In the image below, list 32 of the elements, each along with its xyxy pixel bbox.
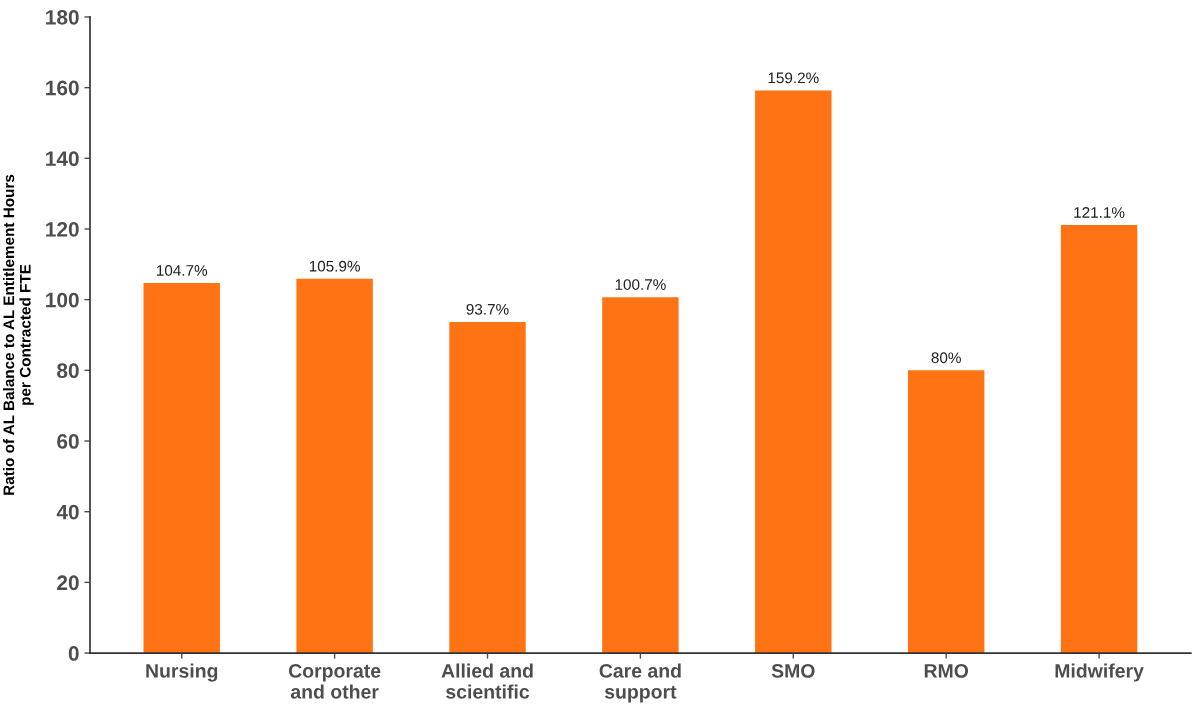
bar	[602, 297, 679, 654]
data-label: 80%	[931, 352, 961, 364]
data-label: 105.9%	[309, 260, 360, 272]
y-tick-label: 160	[46, 80, 79, 96]
data-label: 104.7%	[156, 265, 208, 276]
x-tick-label: Allied and scientific	[441, 663, 533, 699]
y-tick-label: 20	[57, 575, 79, 591]
y-tick-label: 0	[68, 646, 79, 661]
y-tick-label: 80	[57, 363, 79, 379]
data-label: 93.7%	[466, 303, 509, 315]
x-tick-label: Midwifery	[1055, 663, 1144, 682]
y-tick-label: 180	[46, 9, 79, 25]
y-tick-label: 60	[57, 434, 79, 449]
x-tick-label: Nursing	[146, 663, 218, 682]
x-tick-label: Corporate and other	[288, 663, 381, 699]
data-label: 100.7%	[615, 279, 666, 290]
bar	[449, 321, 526, 654]
bar	[755, 90, 832, 654]
y-axis-title: Ratio of AL Balance to AL Entitlement Hours per Contracted FTE	[3, 174, 34, 495]
y-tick-label: 140	[46, 151, 79, 167]
x-tick-label: RMO	[924, 663, 969, 678]
data-label: 159.2%	[768, 72, 819, 84]
y-tick-label: 120	[46, 221, 79, 237]
y-tick-label: 40	[56, 504, 79, 520]
bar	[143, 283, 220, 654]
y-tick-label: 100	[46, 292, 79, 308]
x-tick-label: Care and support	[599, 663, 681, 703]
bar	[296, 278, 373, 654]
data-label: 121.1%	[1074, 207, 1125, 218]
x-tick-label: SMO	[771, 663, 815, 678]
bar	[907, 370, 985, 654]
bar	[1060, 225, 1138, 654]
